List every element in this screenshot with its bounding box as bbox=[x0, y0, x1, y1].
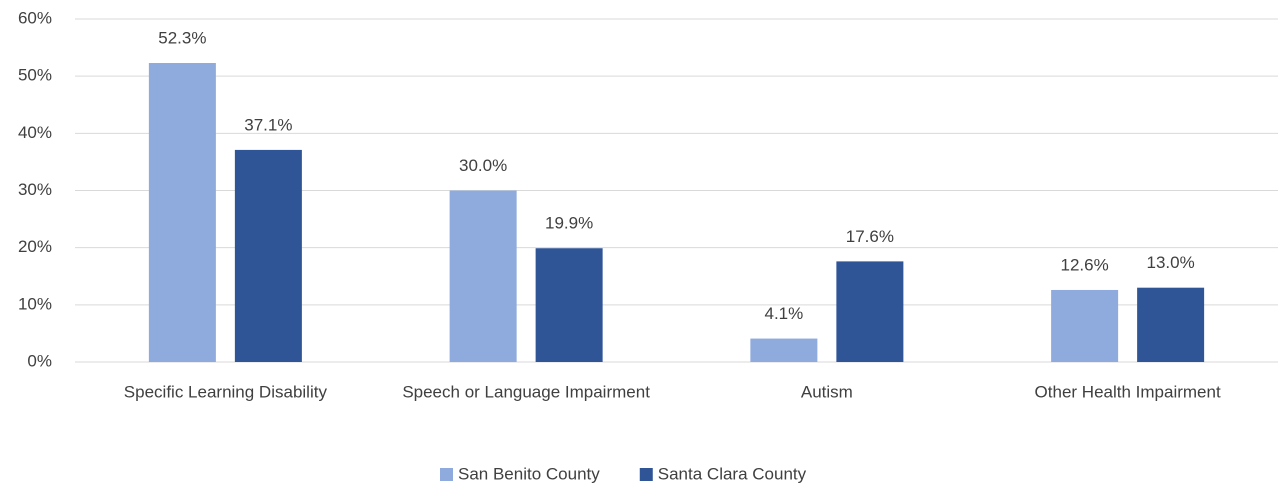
y-tick-label: 60% bbox=[18, 8, 52, 27]
bar bbox=[234, 149, 302, 362]
x-tick-label: Speech or Language Impairment bbox=[402, 382, 650, 401]
y-tick-label: 10% bbox=[18, 294, 52, 313]
y-tick-label: 30% bbox=[18, 180, 52, 199]
bar bbox=[1137, 287, 1205, 362]
legend-swatch bbox=[639, 468, 653, 481]
y-tick-label: 0% bbox=[27, 351, 52, 370]
legend-label: San Benito County bbox=[458, 464, 600, 483]
legend-swatch bbox=[440, 468, 453, 481]
y-tick-label: 20% bbox=[18, 237, 52, 256]
bar bbox=[750, 338, 818, 362]
bar bbox=[148, 63, 216, 362]
data-label: 52.3% bbox=[158, 29, 206, 48]
bar bbox=[535, 248, 603, 362]
bar bbox=[449, 190, 517, 362]
x-tick-label: Other Health Impairment bbox=[1035, 382, 1221, 401]
data-label: 30.0% bbox=[459, 156, 507, 175]
x-tick-label: Specific Learning Disability bbox=[124, 382, 328, 401]
y-tick-label: 40% bbox=[18, 123, 52, 142]
y-tick-label: 50% bbox=[18, 66, 52, 85]
data-label: 17.6% bbox=[846, 227, 894, 246]
data-label: 37.1% bbox=[244, 115, 292, 134]
data-label: 12.6% bbox=[1061, 255, 1109, 274]
data-label: 4.1% bbox=[765, 304, 804, 323]
data-label: 19.9% bbox=[545, 214, 593, 233]
x-tick-label: Autism bbox=[801, 382, 853, 401]
bar bbox=[836, 261, 904, 362]
data-label: 13.0% bbox=[1147, 253, 1195, 272]
bar bbox=[1051, 289, 1119, 362]
legend-label: Santa Clara County bbox=[658, 464, 807, 483]
